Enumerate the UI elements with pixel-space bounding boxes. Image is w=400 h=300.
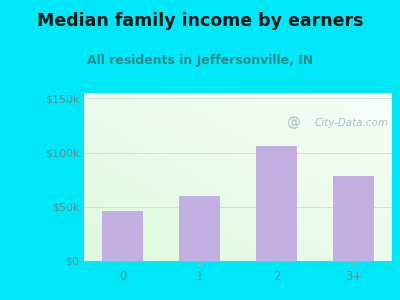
Bar (180, 196, 220, 261)
Text: City-Data.com: City-Data.com (315, 118, 389, 128)
Bar (256, 146, 296, 261)
Text: All residents in Jeffersonville, IN: All residents in Jeffersonville, IN (87, 54, 313, 67)
Bar (334, 176, 374, 261)
Bar (102, 211, 142, 261)
Text: @: @ (286, 116, 300, 130)
Text: Median family income by earners: Median family income by earners (37, 12, 363, 30)
